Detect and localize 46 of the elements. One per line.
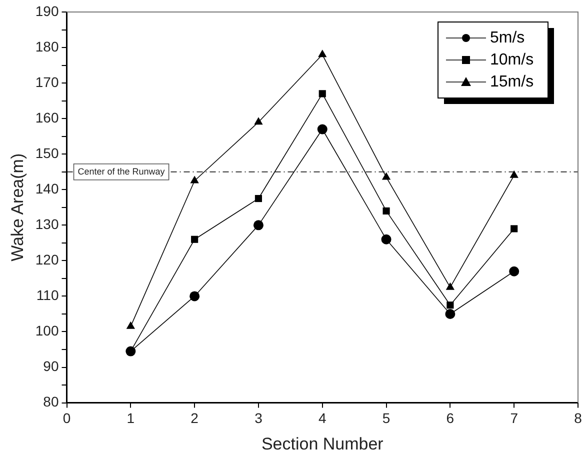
legend-label: 15m/s xyxy=(490,73,534,90)
point xyxy=(382,207,390,214)
x-axis-title: Section Number xyxy=(261,434,384,454)
x-tick-label: 5 xyxy=(382,410,390,426)
legend-label: 5m/s xyxy=(490,29,525,46)
point xyxy=(254,194,262,202)
x-tick-label: 3 xyxy=(254,410,263,426)
point xyxy=(126,321,135,329)
y-tick-label: 170 xyxy=(35,74,59,90)
point xyxy=(254,117,263,125)
y-tick-label: 80 xyxy=(43,394,59,410)
y-axis-title: Wake Area(m) xyxy=(8,153,27,262)
point xyxy=(446,302,454,309)
y-tick-label: 110 xyxy=(36,287,59,304)
point xyxy=(191,236,198,243)
point xyxy=(446,282,455,290)
point xyxy=(509,266,520,276)
y-tick-label: 180 xyxy=(35,38,59,54)
x-tick-label: 2 xyxy=(190,410,199,426)
x-tick-label: 0 xyxy=(62,410,71,426)
point xyxy=(317,124,328,134)
point xyxy=(190,176,199,184)
x-tick-label: 6 xyxy=(446,410,454,426)
point xyxy=(382,172,391,180)
y-tick-label: 160 xyxy=(35,109,59,126)
point xyxy=(381,234,392,244)
y-tick-label: 140 xyxy=(35,180,59,196)
y-tick-label: 190 xyxy=(35,2,59,19)
point xyxy=(253,220,264,230)
point xyxy=(318,50,327,58)
y-tick-label: 90 xyxy=(43,358,59,374)
x-tick-label: 1 xyxy=(126,410,135,426)
legend-label: 10m/s xyxy=(490,51,534,68)
point xyxy=(445,308,456,319)
x-tick-label: 7 xyxy=(510,410,518,426)
y-tick-label: 120 xyxy=(35,252,59,268)
x-tick-label: 4 xyxy=(318,410,326,426)
y-tick-label: 150 xyxy=(35,144,59,161)
y-tick-label: 130 xyxy=(35,216,59,232)
y-tick-label: 100 xyxy=(35,322,59,339)
point xyxy=(510,170,518,178)
point xyxy=(190,291,200,302)
point xyxy=(318,90,326,98)
point xyxy=(510,225,518,232)
x-tick-label: 8 xyxy=(574,410,582,426)
ref-line-label: Center of the Runway xyxy=(78,166,166,176)
